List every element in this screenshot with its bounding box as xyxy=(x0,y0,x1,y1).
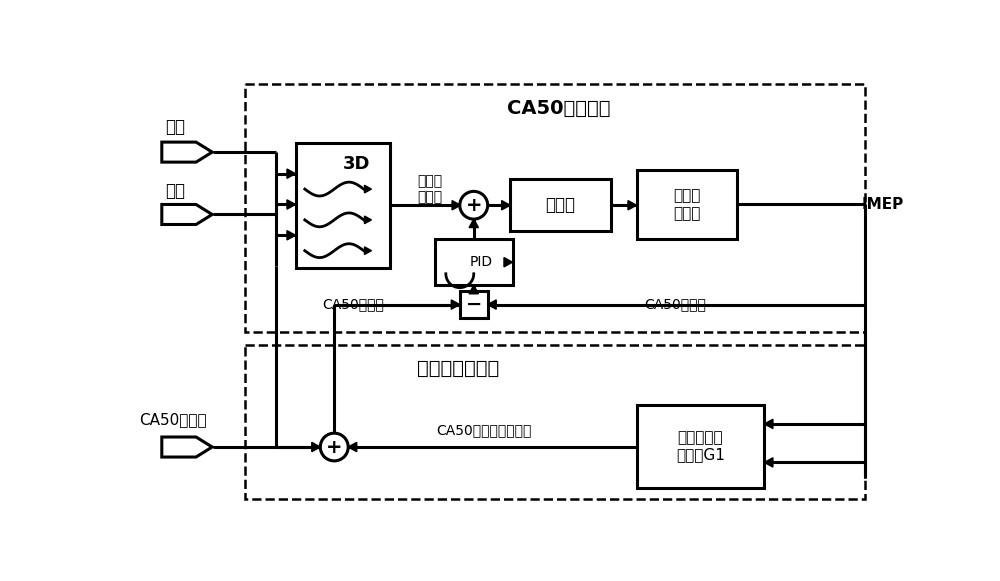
Polygon shape xyxy=(312,442,320,451)
Text: 经济性优化
控制器G1: 经济性优化 控制器G1 xyxy=(676,430,725,462)
Polygon shape xyxy=(502,200,510,210)
Text: CA50目标值: CA50目标值 xyxy=(323,297,385,311)
Bar xyxy=(296,143,390,268)
Polygon shape xyxy=(162,142,212,162)
Text: CA50目标反馈修正值: CA50目标反馈修正值 xyxy=(436,423,532,437)
Polygon shape xyxy=(469,219,478,228)
Circle shape xyxy=(460,191,488,219)
Bar xyxy=(510,179,611,231)
Polygon shape xyxy=(452,200,461,210)
Polygon shape xyxy=(628,200,637,210)
Polygon shape xyxy=(348,442,357,451)
Polygon shape xyxy=(364,247,371,254)
Bar xyxy=(637,170,737,239)
Bar xyxy=(245,84,865,332)
Polygon shape xyxy=(364,216,371,224)
Text: +: + xyxy=(466,196,482,215)
Text: 燃烧状
态反馈: 燃烧状 态反馈 xyxy=(673,188,701,221)
Polygon shape xyxy=(287,231,296,240)
Polygon shape xyxy=(504,257,512,267)
Bar xyxy=(460,290,488,318)
Text: 经济性优化控制: 经济性优化控制 xyxy=(417,359,499,378)
Polygon shape xyxy=(488,300,496,309)
Text: CA50闭环控制: CA50闭环控制 xyxy=(507,99,611,118)
Polygon shape xyxy=(764,458,773,467)
Text: 喷油时
刻前馈: 喷油时 刻前馈 xyxy=(417,174,442,204)
Bar xyxy=(637,405,764,488)
Text: IMEP: IMEP xyxy=(862,197,904,212)
Text: CA50前馈值: CA50前馈值 xyxy=(139,413,207,428)
Text: CA50反馈值: CA50反馈值 xyxy=(644,297,706,311)
Text: 发动机: 发动机 xyxy=(546,196,576,214)
Text: −: − xyxy=(466,295,482,314)
Polygon shape xyxy=(162,205,212,224)
Bar xyxy=(435,239,512,285)
Bar xyxy=(245,345,865,500)
Polygon shape xyxy=(764,419,773,429)
Polygon shape xyxy=(287,169,296,178)
Polygon shape xyxy=(162,437,212,457)
Polygon shape xyxy=(364,185,371,193)
Text: 3D: 3D xyxy=(343,156,371,174)
Text: 转速: 转速 xyxy=(165,182,185,200)
Text: +: + xyxy=(326,437,342,457)
Polygon shape xyxy=(469,285,478,294)
Text: 油门: 油门 xyxy=(165,119,185,137)
Polygon shape xyxy=(451,300,460,309)
Circle shape xyxy=(320,433,348,461)
Text: PID: PID xyxy=(470,255,493,269)
Polygon shape xyxy=(287,200,296,209)
